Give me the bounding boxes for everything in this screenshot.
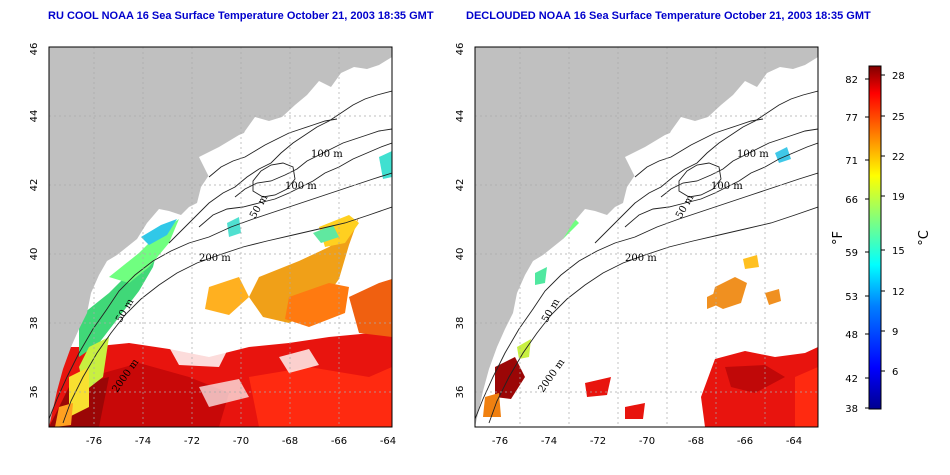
left-map-frame [48,46,393,428]
c-tick: 6 [892,367,898,378]
lat-tick: 46 [29,43,40,56]
c-tick: 12 [892,287,905,298]
celsius-tick-marks [881,74,885,372]
lon-tick: -72 [590,436,606,447]
right-lon-axis: -76 -74 -72 -70 -68 -66 -64 [492,436,802,447]
lon-tick: -68 [282,436,298,447]
lon-tick: -70 [233,436,249,447]
c-tick: 22 [892,152,905,163]
lat-tick: 36 [455,386,466,399]
left-map-title: RU COOL NOAA 16 Sea Surface Temperature … [48,10,434,22]
lon-tick: -76 [86,436,102,447]
lat-tick: 42 [455,179,466,192]
c-tick: 15 [892,246,905,257]
lon-tick: -66 [737,436,753,447]
c-tick: 19 [892,192,905,203]
f-tick: 66 [845,195,858,206]
lat-tick: 40 [29,248,40,261]
lat-tick: 38 [455,317,466,330]
contour-label-100m-b: 100 m [711,181,743,192]
lon-tick: -68 [688,436,704,447]
lon-tick: -64 [380,436,396,447]
lon-tick: -76 [492,436,508,447]
lat-tick: 44 [455,110,466,123]
lat-tick: 40 [455,248,466,261]
right-map-title: DECLOUDED NOAA 16 Sea Surface Temperatur… [466,10,871,22]
f-tick: 82 [845,75,858,86]
right-map-frame [474,46,819,428]
f-tick: 48 [845,330,858,341]
right-sst-map: 100 m 100 m 50 m 200 m 50 m 2000 m [475,47,818,427]
left-sst-map: 100 m 100 m 50 m 200 m 50 m 2000 m [49,47,392,427]
lat-tick: 38 [29,317,40,330]
c-tick: 28 [892,71,905,82]
c-tick: 25 [892,112,905,123]
lat-tick: 44 [29,110,40,123]
f-tick: 71 [845,156,858,167]
contour-label-100m-b: 100 m [285,181,317,192]
fahrenheit-label: °F [831,231,846,245]
f-tick: 42 [845,374,858,385]
contour-label-200m: 200 m [625,253,657,264]
lon-tick: -70 [639,436,655,447]
contour-label-100m-a: 100 m [311,149,343,160]
colorbar: 82 77 71 66 59 53 48 42 38 28 25 22 19 1… [831,65,932,415]
celsius-label: °C [917,230,932,246]
c-tick: 9 [892,327,898,338]
f-tick: 53 [845,292,858,303]
left-lon-axis: -76 -74 -72 -70 -68 -66 -64 [86,436,396,447]
lon-tick: -66 [331,436,347,447]
f-tick: 59 [845,248,858,259]
colorbar-gradient [868,65,882,410]
left-lat-axis: 36 38 40 42 44 46 [29,43,40,399]
lon-tick: -64 [786,436,802,447]
contour-label-100m-a: 100 m [737,149,769,160]
lat-tick: 46 [455,43,466,56]
fahrenheit-ticks: 82 77 71 66 59 53 48 42 38 [845,75,858,415]
left-sst-warm-south [49,331,392,427]
f-tick: 77 [845,113,858,124]
right-sst-patches [483,139,818,427]
f-tick: 38 [845,404,858,415]
lon-tick: -74 [541,436,557,447]
celsius-ticks: 28 25 22 19 15 12 9 6 [892,71,905,378]
fahrenheit-tick-marks [865,78,869,409]
lon-tick: -72 [184,436,200,447]
right-lat-axis: 36 38 40 42 44 46 [455,43,466,399]
lat-tick: 42 [29,179,40,192]
contour-label-200m: 200 m [199,253,231,264]
lat-tick: 36 [29,386,40,399]
lon-tick: -74 [135,436,151,447]
